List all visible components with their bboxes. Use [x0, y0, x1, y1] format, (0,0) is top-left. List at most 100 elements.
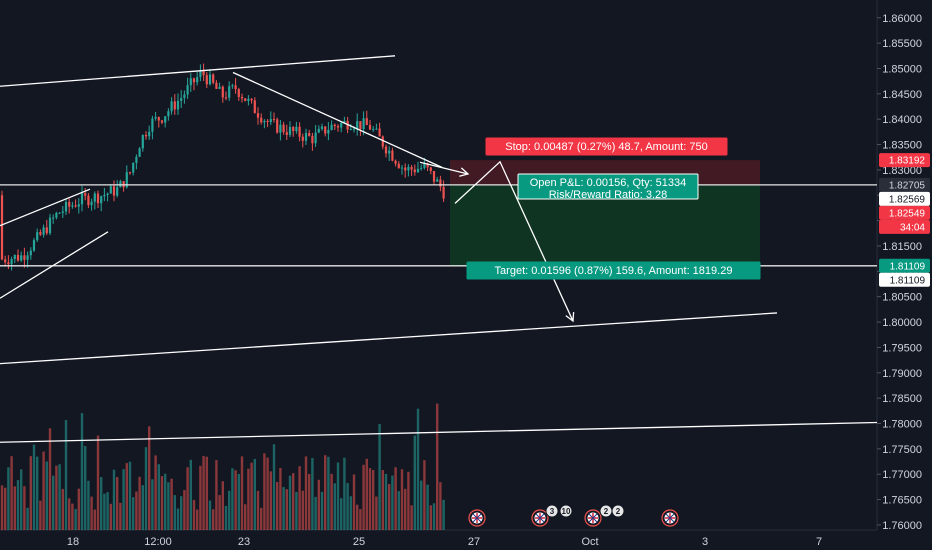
volume-bar — [176, 508, 180, 530]
price-tags: 1.83192 1.82705 1.82569 1.82549 34:04 1.81109… — [879, 153, 930, 287]
candle-body — [404, 167, 407, 171]
trend-line[interactable] — [0, 312, 778, 365]
candle-body — [244, 98, 247, 101]
volume-bar — [263, 453, 266, 530]
trend-line[interactable] — [0, 55, 396, 87]
trend-line[interactable] — [0, 231, 109, 299]
candle-body — [375, 128, 378, 130]
event-count-label: 2 — [616, 507, 621, 516]
candle-body — [279, 124, 282, 133]
volume-bar — [295, 491, 298, 530]
price-tick-label: 1.79500 — [882, 342, 922, 354]
volume-bar — [199, 465, 202, 530]
projection-path[interactable] — [419, 161, 469, 175]
candle-body — [247, 98, 250, 101]
candle-body — [349, 128, 352, 130]
volume-bar — [170, 478, 173, 530]
candle-body — [71, 205, 74, 207]
event-flag-icon[interactable] — [584, 509, 602, 527]
volume-bar — [74, 509, 77, 530]
volume-bar — [119, 502, 122, 530]
candle-body — [13, 254, 16, 259]
volume-bar — [87, 480, 90, 530]
volume-bar — [436, 403, 439, 530]
volume-bar — [282, 487, 285, 530]
volume-bar — [404, 488, 407, 530]
stop-label-box — [485, 137, 728, 156]
event-count-badge[interactable] — [545, 504, 559, 518]
event-flag-icon[interactable] — [661, 509, 679, 527]
volume-bar — [109, 503, 112, 530]
time-tick-label: 7 — [816, 536, 822, 548]
candle-body — [372, 128, 375, 130]
event-flag-icon[interactable] — [531, 509, 549, 527]
volume-bar — [36, 456, 39, 530]
volume-bar — [429, 505, 432, 530]
price-tick-label: 1.84000 — [882, 114, 922, 126]
price-tick-label: 1.83500 — [882, 140, 922, 152]
candle-body — [340, 122, 343, 128]
volume-bar — [439, 482, 442, 530]
trend-line[interactable] — [0, 421, 878, 443]
volume-bar — [356, 504, 359, 530]
event-count-badge[interactable] — [559, 504, 573, 518]
volume-bar — [61, 488, 64, 530]
volume-bar — [410, 505, 413, 530]
volume-bar — [80, 413, 84, 530]
volume-bar — [346, 483, 349, 530]
candle-body — [125, 172, 128, 188]
volume-bar — [55, 465, 58, 530]
trend-line[interactable] — [0, 188, 91, 227]
candle-body — [183, 94, 186, 98]
volume-bars — [0, 403, 445, 530]
volume-bar — [352, 474, 356, 530]
candle-body — [394, 160, 397, 164]
price-tag — [879, 191, 930, 206]
volume-bar — [391, 475, 394, 530]
volume-bar — [317, 479, 320, 530]
candle-body — [436, 179, 439, 182]
volume-bar — [375, 496, 378, 530]
volume-bar — [196, 509, 199, 530]
volume-bar — [68, 498, 71, 530]
candle-body — [397, 163, 400, 169]
volume-bar — [228, 490, 231, 530]
volume-bar — [202, 455, 205, 530]
event-count-badge[interactable] — [611, 504, 625, 518]
volume-bar — [167, 482, 170, 530]
candle-body — [240, 96, 244, 99]
volume-bar — [20, 469, 23, 530]
volume-bar — [16, 480, 20, 530]
volume-bar — [208, 500, 212, 530]
event-flag-icon[interactable] — [468, 509, 486, 527]
candle-body — [359, 121, 362, 130]
candle-body — [423, 163, 426, 168]
candle-body — [256, 113, 260, 118]
volume-bar — [4, 487, 7, 530]
time-axis[interactable]: 18 12:00 23 25 27 Oct 3 7 — [67, 536, 822, 548]
trend-line[interactable] — [232, 71, 443, 168]
candle-body — [74, 205, 77, 207]
price-tick-label: 1.85000 — [882, 63, 922, 75]
stop-label-box-text: Stop: 0.00487 (0.27%) 48.7, Amount: 750 — [505, 141, 707, 153]
pnl-label-box-text: Open P&L: 0.00156, Qty: 51334 — [530, 177, 687, 189]
target-label-box — [466, 261, 761, 280]
volume-bar — [384, 473, 388, 530]
candle-body — [416, 168, 420, 173]
volume-bar — [381, 470, 384, 530]
volume-bar — [416, 408, 420, 530]
drawing-lines[interactable] — [0, 55, 878, 443]
volume-bar — [96, 435, 100, 530]
volume-bar — [340, 498, 343, 530]
volume-bar — [311, 457, 314, 530]
volume-bar — [7, 467, 10, 530]
time-tick-label: 23 — [238, 536, 250, 548]
volume-bar — [106, 492, 109, 530]
volume-bar — [154, 455, 157, 530]
economic-events[interactable]: 3 10 2 2 — [468, 504, 679, 527]
volume-bar — [144, 447, 148, 530]
candle-body — [311, 135, 314, 144]
volume-bar — [39, 500, 42, 530]
volume-bar — [151, 479, 154, 530]
